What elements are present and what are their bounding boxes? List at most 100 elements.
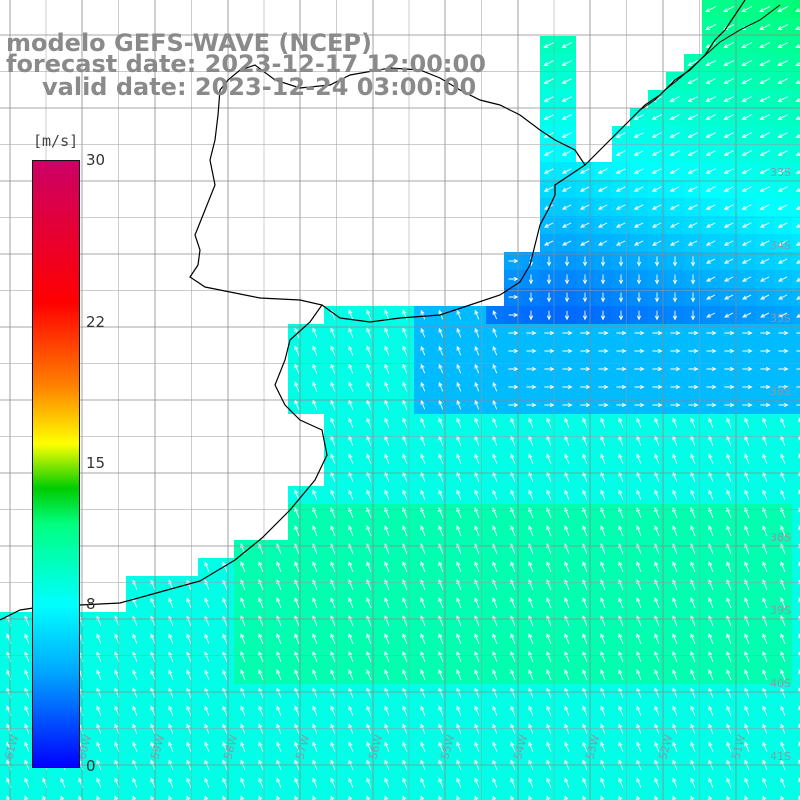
wind-arrow <box>780 723 786 734</box>
wind-arrow <box>759 258 770 264</box>
wind-cell <box>486 792 504 800</box>
wind-arrow <box>168 633 174 644</box>
wind-arrow <box>562 240 572 246</box>
wind-arrow <box>276 633 282 645</box>
wind-arrow <box>150 579 156 590</box>
wind-arrow <box>561 150 572 156</box>
wind-arrow <box>526 330 537 336</box>
wind-arrow <box>760 402 771 408</box>
wind-arrow <box>618 561 624 573</box>
wind-arrow <box>796 332 800 334</box>
wind-arrow <box>723 240 734 246</box>
wind-arrow <box>526 384 537 390</box>
wind-arrow <box>240 777 246 788</box>
wind-arrow <box>294 363 300 374</box>
wind-arrow <box>669 240 680 246</box>
wind-arrow <box>438 705 444 716</box>
wind-arrow <box>474 723 480 734</box>
wind-arrow <box>780 561 786 573</box>
colorbar-tick-22: 22 <box>86 312 106 331</box>
wind-arrow <box>564 633 570 645</box>
wind-cell <box>792 18 800 36</box>
wind-arrow <box>528 651 534 663</box>
wind-arrow <box>687 150 698 156</box>
wind-arrow <box>543 114 554 120</box>
wind-arrow <box>564 705 570 716</box>
wind-arrow <box>780 651 786 663</box>
wind-arrow <box>795 223 800 228</box>
wind-arrow <box>276 777 282 788</box>
wind-arrow <box>240 597 246 609</box>
wind-cell <box>288 792 306 800</box>
wind-arrow <box>582 417 588 428</box>
wind-arrow <box>258 561 264 573</box>
lat-label: 38S <box>770 531 791 544</box>
wind-arrow <box>168 795 173 800</box>
wind-arrow <box>600 417 606 428</box>
wind-arrow <box>474 363 480 374</box>
wind-arrow <box>348 669 354 681</box>
wind-arrow <box>330 525 336 537</box>
wind-arrow <box>222 561 228 572</box>
wind-arrow <box>600 292 606 303</box>
wind-arrow <box>636 723 642 734</box>
wind-arrow <box>528 292 534 303</box>
wind-arrow <box>222 579 228 590</box>
wind-arrow <box>564 471 570 482</box>
wind-arrow <box>633 132 644 138</box>
wind-arrow <box>654 795 659 800</box>
lat-label: 34S <box>770 239 791 252</box>
wind-arrow <box>330 705 336 716</box>
wind-arrow <box>544 330 555 336</box>
wind-arrow <box>564 256 570 267</box>
wind-arrow <box>528 795 533 800</box>
wind-arrow <box>222 777 228 788</box>
latitude-labels: 33S 34S 35S 36S 38S 39S 40S 41S <box>770 166 791 763</box>
wind-arrow <box>651 150 662 156</box>
wind-arrow <box>687 240 698 246</box>
wind-arrow <box>636 651 642 663</box>
wind-cell <box>504 792 522 800</box>
wind-cell <box>792 108 800 126</box>
wind-arrow <box>706 366 717 372</box>
wind-arrow <box>438 345 444 356</box>
wind-arrow <box>132 723 138 734</box>
wind-arrow <box>24 687 30 698</box>
wind-arrow <box>60 795 65 800</box>
wind-cell <box>360 792 378 800</box>
lat-label: 39S <box>770 604 791 617</box>
wind-arrow <box>204 795 209 800</box>
lat-label: 36S <box>770 385 791 398</box>
wind-arrow <box>474 651 480 663</box>
wind-arrow <box>654 489 660 500</box>
wind-arrow <box>384 669 390 681</box>
wind-arrow <box>600 777 606 788</box>
wind-cell <box>198 792 216 800</box>
wind-arrow <box>24 705 30 716</box>
wind-arrow <box>741 258 752 264</box>
wind-arrow <box>544 402 555 408</box>
wind-arrow <box>723 258 734 264</box>
wind-arrow <box>438 687 444 698</box>
wind-cell <box>432 792 450 800</box>
wind-arrow <box>688 402 699 408</box>
wind-arrow <box>384 687 390 698</box>
wind-arrow <box>114 777 120 788</box>
wind-arrow <box>726 777 732 788</box>
wind-arrow <box>474 633 480 645</box>
lon-label: 57W <box>293 733 312 761</box>
wind-arrow <box>276 741 282 752</box>
wind-arrow <box>348 705 354 716</box>
wind-arrow <box>636 417 642 428</box>
wind-arrow <box>543 78 554 84</box>
wind-arrow <box>168 669 174 680</box>
wind-arrow <box>114 741 120 752</box>
wind-arrow <box>634 348 645 354</box>
wind-arrow <box>705 96 716 102</box>
wind-arrow <box>582 453 588 464</box>
wind-arrow <box>240 651 246 663</box>
wind-arrow <box>96 687 102 698</box>
colorbar-tick-8: 8 <box>86 595 96 614</box>
wind-arrow <box>672 705 678 716</box>
wind-arrow <box>222 741 228 752</box>
